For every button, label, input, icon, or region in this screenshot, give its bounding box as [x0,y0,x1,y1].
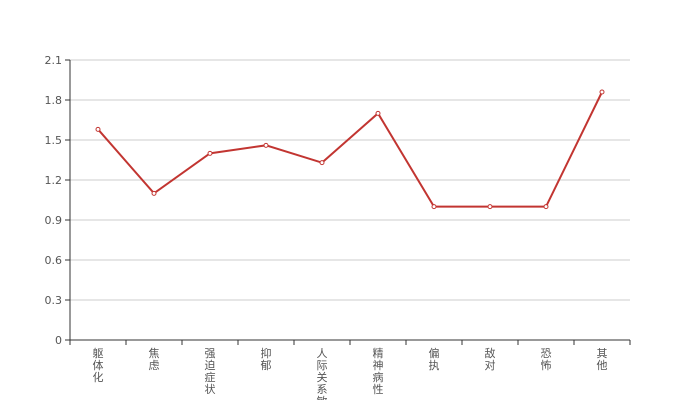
series-line [97,91,603,208]
x-tick-label: 抑郁 [261,346,272,372]
data-point [263,142,269,148]
x-tick-label: 敌对 [485,346,496,372]
x-tick-label: 强迫症状 [205,347,216,396]
y-tick-label: 1.5 [45,134,63,147]
data-point [151,190,157,196]
x-tick-label: 躯体化 [93,347,104,384]
x-tick-label: 偏执 [429,346,440,372]
data-point [319,160,325,166]
x-tick-label: 恐怖 [541,347,552,372]
data-point [375,110,381,116]
x-tick-label: 焦虑 [149,347,160,372]
y-tick-label: 1.2 [45,174,63,187]
data-point [95,126,101,132]
data-point [543,204,549,210]
data-point [599,89,605,95]
data-point [207,150,213,156]
x-tick-label: 人际关系敏感 [317,347,328,400]
data-point [431,204,437,210]
y-tick-label: 1.8 [45,94,63,107]
y-tick-label: 0.3 [45,294,63,307]
y-tick-label: 0 [55,334,62,347]
y-tick-label: 2.1 [45,54,63,67]
x-tick-label: 精神病性 [373,347,384,396]
x-tick-label: 其他 [597,347,608,372]
y-tick-label: 0.9 [45,214,63,227]
y-tick-label: 0.6 [45,254,63,267]
data-point [487,204,493,210]
